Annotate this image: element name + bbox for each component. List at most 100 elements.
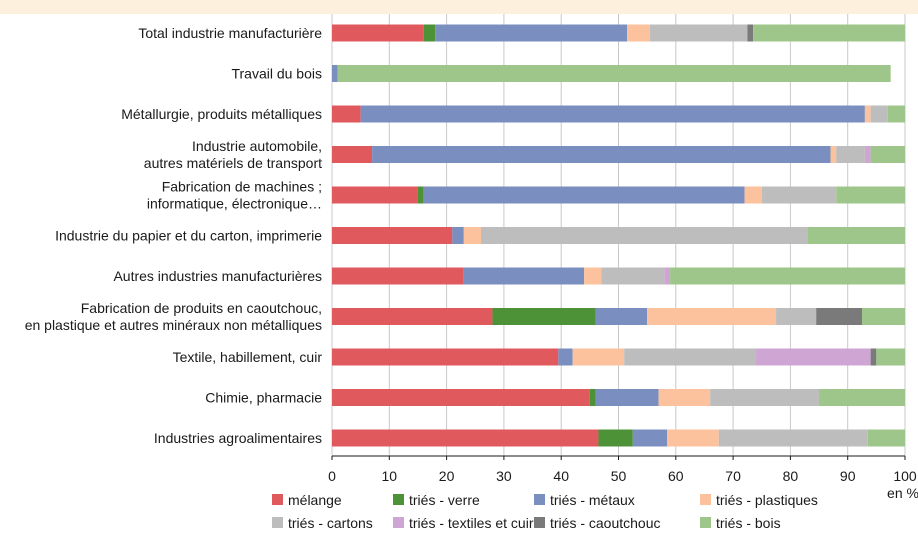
bar-segment-6 <box>864 146 871 163</box>
x-tick-label: 10 <box>382 468 398 484</box>
category-label: Textile, habillement, cuir <box>173 349 323 365</box>
x-tick-label: 100 <box>893 468 917 484</box>
bar-segment-1 <box>332 227 453 244</box>
category-label: Fabrication de produits en caoutchouc, <box>81 300 322 316</box>
legend-swatch <box>534 517 545 528</box>
bar-segment-1 <box>332 429 599 447</box>
x-tick-label: 0 <box>328 468 336 484</box>
x-tick-label: 80 <box>783 468 799 484</box>
legend-swatch <box>393 517 404 528</box>
legend-label: triés - plastiques <box>716 492 818 508</box>
bar-segment-8 <box>836 186 905 204</box>
bar-segment-8 <box>819 389 905 406</box>
bar-segment-1 <box>332 186 418 204</box>
bar-segment-1 <box>332 24 424 42</box>
legend-label: triés - cartons <box>288 515 373 531</box>
bar-segment-3 <box>595 308 648 325</box>
legend-label: triés - caoutchouc <box>550 515 661 531</box>
bar-segment-5 <box>650 24 748 42</box>
bar-segment-3 <box>595 389 659 406</box>
category-label: Total industrie manufacturière <box>138 25 322 41</box>
bar-segment-4 <box>667 429 719 447</box>
bar-segment-8 <box>876 348 905 366</box>
x-unit-label: en % <box>887 485 918 501</box>
bar-segment-4 <box>463 227 481 244</box>
bar-segment-3 <box>332 65 338 82</box>
category-label: en plastique et autres minéraux non méta… <box>25 317 322 333</box>
bar-segment-4 <box>864 105 871 123</box>
bar-segment-4 <box>584 267 602 285</box>
bar-segment-4 <box>647 308 777 325</box>
bar-segment-3 <box>463 267 585 285</box>
category-label: Chimie, pharmacie <box>205 390 322 406</box>
bar-segment-5 <box>710 389 820 406</box>
bar-segment-3 <box>360 105 865 123</box>
bar-segment-2 <box>423 24 436 42</box>
x-tick-label: 90 <box>840 468 856 484</box>
category-label: Métallurgie, produits métalliques <box>121 106 322 122</box>
bar-segment-5 <box>718 429 868 447</box>
legend-label: mélange <box>288 492 342 508</box>
bar-segment-8 <box>867 429 905 447</box>
category-label: Industrie automobile, <box>192 138 322 154</box>
x-tick-label: 60 <box>668 468 684 484</box>
category-label: Autres industries manufacturières <box>113 268 322 284</box>
bar-segment-2 <box>598 429 633 447</box>
bar-segment-1 <box>332 308 493 325</box>
bar-segment-7 <box>747 24 754 42</box>
bar-segment-7 <box>816 308 863 325</box>
bar-segment-3 <box>372 146 831 163</box>
bar-segment-5 <box>624 348 757 366</box>
bar-segment-8 <box>807 227 905 244</box>
bar-segment-5 <box>601 267 665 285</box>
bar-segment-5 <box>761 186 837 204</box>
x-tick-label: 50 <box>611 468 627 484</box>
bar-segment-4 <box>830 146 837 163</box>
bar-segment-3 <box>632 429 668 447</box>
bar-segment-2 <box>492 308 596 325</box>
legend-swatch <box>700 517 711 528</box>
bar-segment-4 <box>627 24 651 42</box>
category-label: Industries agroalimentaires <box>154 430 322 446</box>
bar-segment-1 <box>332 389 590 406</box>
bar-segment-2 <box>589 389 596 406</box>
category-label: Industrie du papier et du carton, imprim… <box>55 228 322 244</box>
legend-label: triés - bois <box>716 515 781 531</box>
bar-segment-4 <box>572 348 625 366</box>
bar-segment-8 <box>870 146 905 163</box>
bar-segment-5 <box>836 146 865 163</box>
x-tick-label: 70 <box>725 468 741 484</box>
bar-segment-1 <box>332 146 373 163</box>
legend-swatch <box>272 494 283 505</box>
category-label: informatique, électronique… <box>147 196 322 212</box>
bar-segment-5 <box>870 105 888 123</box>
bar-segment-8 <box>862 308 905 325</box>
legend-swatch <box>272 517 283 528</box>
legend-label: triés - textiles et cuir <box>409 515 534 531</box>
bar-segment-6 <box>664 267 671 285</box>
bar-segment-2 <box>417 186 424 204</box>
bar-segment-5 <box>480 227 808 244</box>
bar-segment-3 <box>452 227 464 244</box>
bar-segment-3 <box>435 24 628 42</box>
legend-swatch <box>393 494 404 505</box>
legend-label: triés - métaux <box>550 492 635 508</box>
bar-segment-3 <box>558 348 573 366</box>
bar-segment-6 <box>756 348 871 366</box>
category-label: autres matériels de transport <box>144 155 322 171</box>
bar-segment-3 <box>423 186 745 204</box>
legend-label: triés - verre <box>409 492 480 508</box>
legend-swatch <box>534 494 545 505</box>
bar-segment-5 <box>776 308 817 325</box>
bar-segment-4 <box>658 389 711 406</box>
x-tick-label: 40 <box>553 468 569 484</box>
category-label: Travail du bois <box>231 66 322 82</box>
bar-segment-1 <box>332 348 559 366</box>
bar-segment-1 <box>332 267 464 285</box>
bar-segment-8 <box>887 105 905 123</box>
category-label: Fabrication de machines ; <box>162 179 322 195</box>
legend-swatch <box>700 494 711 505</box>
x-tick-label: 20 <box>439 468 455 484</box>
bar-segment-1 <box>332 105 361 123</box>
